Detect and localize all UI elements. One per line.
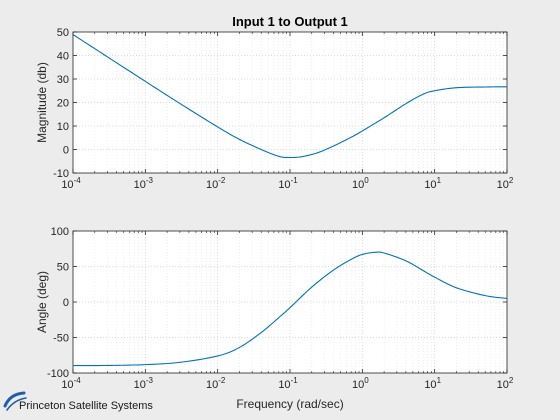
y-tick-label: 30 <box>57 74 69 86</box>
logo-text: Princeton Satellite Systems <box>19 400 153 412</box>
x-tick-label: 100 <box>352 376 369 391</box>
x-tick-label: 10-1 <box>278 376 298 391</box>
y-tick-label: 10 <box>57 121 69 133</box>
y-axis-label: Magnitude (db) <box>35 62 49 143</box>
y-tick-label: 0 <box>63 297 69 309</box>
x-tick-label: 10-3 <box>134 376 154 391</box>
x-tick-label: 100 <box>352 176 369 191</box>
series-line-1 <box>72 34 508 159</box>
x-tick-label: 10-1 <box>278 176 298 191</box>
chart-1: 10-4 10-3 10-2 10-1 100 101 102-1001020304050I… <box>35 14 514 191</box>
chart-title: Input 1 to Output 1 <box>232 14 348 29</box>
x-tick-label: 10-2 <box>206 176 226 191</box>
y-tick-label: 0 <box>63 145 69 157</box>
y-tick-label: -10 <box>53 168 69 180</box>
y-tick-label: 20 <box>57 98 69 110</box>
company-logo: Princeton Satellite Systems <box>2 390 153 416</box>
y-tick-label: 50 <box>57 262 69 274</box>
series-line-1 <box>72 251 508 367</box>
x-tick-label: 10-2 <box>206 376 226 391</box>
x-tick-label: 102 <box>497 176 514 191</box>
x-tick-label: 101 <box>424 176 441 191</box>
satellite-orbit-logo-icon <box>3 391 27 411</box>
y-tick-label: -100 <box>47 368 69 380</box>
y-tick-label: 50 <box>57 27 69 39</box>
x-axis-label: Frequency (rad/sec) <box>236 397 343 411</box>
x-tick-label: 10-3 <box>134 176 154 191</box>
x-tick-label: 101 <box>424 376 441 391</box>
y-axis-label: Angle (deg) <box>35 271 49 333</box>
x-tick-label: 102 <box>497 376 514 391</box>
y-tick-label: 100 <box>51 226 69 238</box>
chart-2: 10-4 10-3 10-2 10-1 100 101 102-100-50050100Fr… <box>35 226 514 411</box>
y-tick-label: 40 <box>57 51 69 63</box>
y-tick-label: -50 <box>53 333 69 345</box>
